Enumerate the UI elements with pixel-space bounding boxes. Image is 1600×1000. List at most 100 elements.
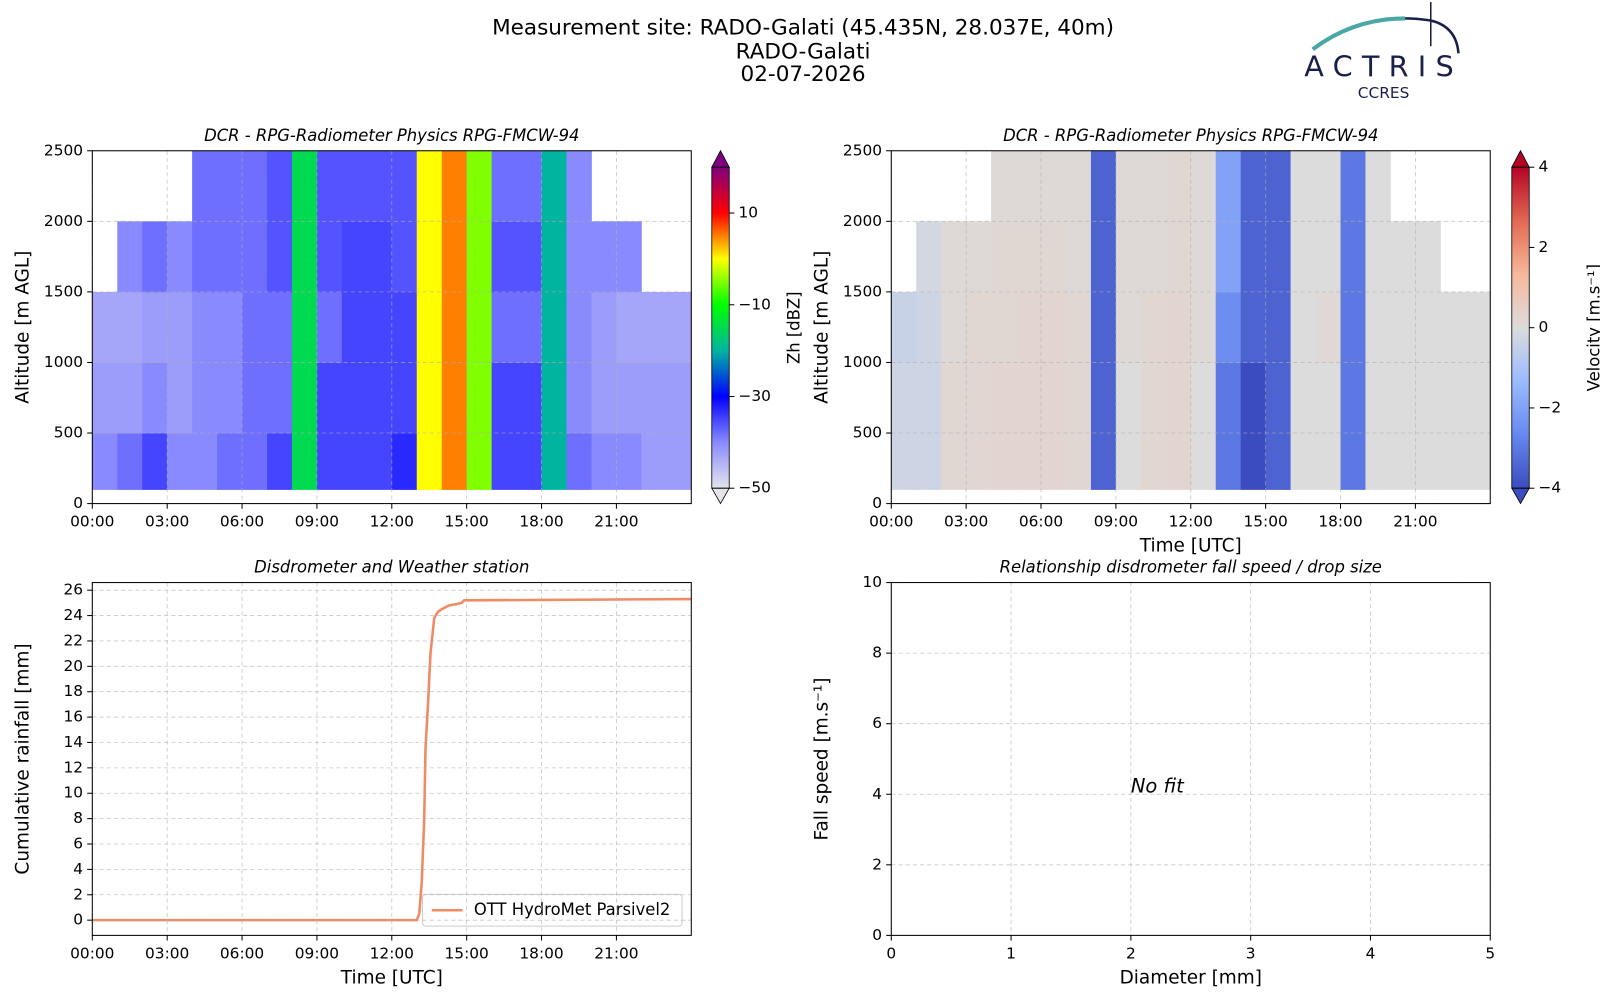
- colorbar-label: Zh [dBZ]: [784, 291, 803, 364]
- heatmap-cell: [192, 221, 218, 293]
- heatmap-cell: [92, 433, 118, 490]
- x-tick-label: 12:00: [370, 513, 414, 531]
- heatmap-cell: [616, 433, 642, 490]
- heatmap-cell: [466, 291, 493, 363]
- heatmap-cell: [1315, 150, 1341, 222]
- title-line: Measurement site: RADO-Galati (45.435N, …: [492, 16, 1114, 41]
- heatmap-cell: [991, 150, 1017, 222]
- x-tick-label: 12:00: [370, 944, 414, 962]
- heatmap-cell: [1290, 362, 1316, 434]
- heatmap-cell: [242, 291, 268, 363]
- heatmap-cell: [541, 362, 567, 434]
- heatmap-cell: [466, 150, 493, 222]
- x-tick-label: 06:00: [220, 513, 264, 531]
- heatmap-cell: [591, 433, 617, 490]
- colorbar-extend: [711, 487, 730, 505]
- x-tick-label: 18:00: [519, 513, 563, 531]
- heatmap-cell: [391, 150, 418, 222]
- y-tick-label: 0: [73, 911, 83, 929]
- colorbar-tick-label: 10: [738, 204, 758, 222]
- y-axis-label: Fall speed [m.s⁻¹]: [812, 677, 833, 840]
- y-tick-label: 8: [872, 644, 882, 662]
- heatmap-cell: [616, 362, 642, 434]
- heatmap-cell: [391, 433, 418, 490]
- heatmap-cell: [1390, 291, 1416, 363]
- heatmap-cell: [591, 362, 617, 434]
- heatmap-cell: [466, 362, 493, 434]
- heatmap-cell: [1290, 150, 1316, 222]
- heatmap-cell: [217, 291, 243, 363]
- heatmap-cell: [291, 433, 318, 490]
- heatmap-cell: [641, 362, 667, 434]
- heatmap-cell: [267, 433, 293, 490]
- heatmap-cell: [941, 291, 967, 363]
- heatmap-cell: [1390, 433, 1416, 490]
- x-tick-label: 21:00: [594, 944, 638, 962]
- y-tick-label: 1500: [843, 282, 882, 300]
- heatmap-cell: [1415, 291, 1441, 363]
- colorbar: [711, 167, 730, 489]
- heatmap-cell: [391, 362, 418, 434]
- y-tick-label: 4: [73, 860, 83, 878]
- heatmap-cell: [341, 291, 368, 363]
- plot-frame: [91, 150, 692, 505]
- heatmap-cell: [1340, 150, 1366, 222]
- heatmap-cell: [117, 291, 143, 363]
- heatmap-cell: [1315, 221, 1341, 293]
- heatmap-cell: [516, 221, 542, 293]
- heatmap-cell: [1065, 291, 1092, 363]
- x-tick-label: 0: [886, 944, 896, 962]
- heatmap-cell: [1240, 362, 1267, 434]
- y-tick-label: 2000: [44, 212, 83, 230]
- line-series: [92, 597, 692, 922]
- colorbar-extend: [711, 149, 730, 168]
- heatmap-cell: [1140, 150, 1167, 222]
- heatmap-cell: [217, 221, 243, 293]
- heatmap-cell: [1365, 291, 1391, 363]
- heatmap-cell: [441, 221, 468, 293]
- y-tick-label: 2500: [843, 141, 882, 159]
- heatmap-cell: [316, 221, 343, 293]
- y-axis-label: Cumulative rainfall [mm]: [13, 643, 34, 874]
- heatmap-cell: [641, 433, 667, 490]
- heatmap-cell: [1041, 221, 1067, 293]
- heatmap-cell: [1415, 221, 1441, 293]
- heatmap-cell: [466, 221, 493, 293]
- heatmap-cell: [916, 433, 942, 490]
- heatmap-cell: [416, 221, 443, 293]
- y-tick-label: 8: [73, 809, 83, 827]
- heatmap-cell: [991, 291, 1017, 363]
- heatmap-cell: [167, 362, 193, 434]
- heatmap-cell: [416, 362, 443, 434]
- heatmap-cell: [1315, 291, 1341, 363]
- heatmap-cell: [541, 150, 567, 222]
- heatmap-cell: [1090, 291, 1117, 363]
- colorbar-label: Velocity [m.s⁻¹]: [1584, 264, 1600, 391]
- heatmap-cell: [316, 150, 343, 222]
- heatmap-cell: [916, 362, 942, 434]
- heatmap-cell: [1390, 221, 1416, 293]
- heatmap-cell: [316, 362, 343, 434]
- y-tick-label: 12: [63, 758, 83, 776]
- heatmap-cell: [167, 291, 193, 363]
- heatmap-cell: [1016, 433, 1042, 490]
- heatmap-cell: [1065, 433, 1092, 490]
- heatmap-cell: [1415, 433, 1441, 490]
- heatmap-cell: [1115, 433, 1142, 490]
- heatmap-cell: [117, 433, 143, 490]
- heatmap-cell: [1465, 291, 1491, 363]
- heatmap-cell: [591, 291, 617, 363]
- y-tick-label: 6: [73, 835, 83, 853]
- y-tick-label: 2000: [843, 212, 882, 230]
- heatmap-cell: [192, 291, 218, 363]
- heatmap-cell: [1240, 150, 1267, 222]
- x-tick-label: 18:00: [1318, 513, 1362, 531]
- heatmap-cell: [1440, 433, 1466, 490]
- panel-title: Disdrometer and Weather station: [254, 558, 529, 577]
- heatmap-cell: [291, 150, 318, 222]
- heatmap-cell: [1215, 221, 1242, 293]
- heatmap-cell: [1165, 433, 1192, 490]
- heatmap-cell: [242, 433, 268, 490]
- logo-arc: [1311, 16, 1406, 51]
- y-tick-label: 24: [63, 606, 83, 624]
